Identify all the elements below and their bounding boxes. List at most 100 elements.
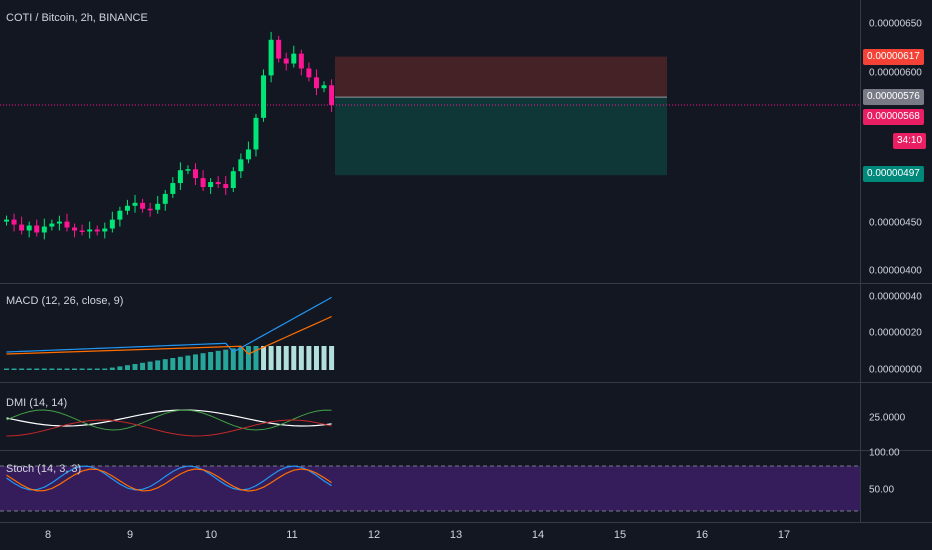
macd-histogram-bar — [64, 368, 70, 370]
candle — [313, 77, 319, 89]
candle — [185, 169, 191, 171]
candle — [238, 159, 244, 172]
candle — [245, 149, 251, 160]
candle — [155, 203, 161, 210]
time-tick: 9 — [126, 529, 134, 541]
macd-histogram-bar — [276, 346, 282, 370]
candle — [19, 224, 25, 231]
candle — [306, 68, 312, 78]
last-price-tag: 0.00000568 — [863, 109, 924, 125]
candle — [298, 53, 304, 69]
price-axis[interactable]: 0.00000650 0.00000600 0.00000450 0.00000… — [860, 0, 932, 522]
candle — [261, 75, 267, 118]
time-axis[interactable]: 8 9 10 11 12 13 14 15 16 17 — [0, 522, 932, 550]
di-minus-line — [6, 419, 332, 437]
stoch-title: Stoch (14, 3, 3) — [6, 463, 82, 475]
macd-histogram-bar — [11, 368, 17, 370]
macd-histogram-bar — [140, 362, 146, 370]
candle — [329, 85, 335, 106]
stop-loss-zone — [335, 56, 667, 98]
pane-divider[interactable] — [0, 450, 932, 451]
macd-histogram-bar — [34, 368, 40, 370]
candle — [11, 219, 17, 225]
macd-histogram-bar — [215, 350, 221, 370]
pane-divider[interactable] — [0, 382, 932, 383]
candle — [147, 208, 153, 211]
macd-histogram-bar — [132, 364, 138, 370]
time-tick: 13 — [449, 529, 463, 541]
candle — [208, 182, 214, 188]
macd-histogram-bar — [291, 346, 297, 370]
macd-histogram-bar — [313, 346, 319, 370]
candle — [193, 169, 198, 179]
macd-histogram-bar — [109, 367, 115, 370]
macd-histogram-bar — [177, 356, 183, 370]
candle — [200, 178, 206, 188]
dmi-title: DMI (14, 14) — [6, 397, 68, 409]
candle — [87, 229, 93, 232]
macd-histogram-bar — [306, 346, 312, 370]
macd-histogram-bar — [102, 368, 108, 370]
candle — [34, 225, 40, 233]
macd-histogram-bar — [79, 368, 85, 370]
candle — [140, 202, 146, 209]
di-plus-line — [6, 409, 332, 431]
macd-histogram-bar — [298, 346, 304, 370]
macd-histogram-bar — [329, 346, 335, 370]
pane-divider[interactable] — [0, 283, 932, 284]
price-tick: 0.00000400 — [869, 265, 922, 277]
chart-area[interactable]: COTI / Bitcoin, 2h, BINANCE MACD (12, 26… — [0, 0, 860, 522]
take-profit-zone — [335, 97, 667, 176]
macd-histogram-bar — [261, 346, 267, 370]
macd-histogram-bar — [200, 353, 206, 370]
time-tick: 10 — [204, 529, 218, 541]
stoch-k-line — [6, 465, 332, 491]
macd-tick: 0.00000020 — [869, 327, 922, 339]
macd-histogram-bar — [223, 349, 229, 370]
candle — [109, 219, 115, 229]
macd-histogram-bar — [117, 366, 123, 370]
stoch-d-line — [6, 468, 332, 492]
time-tick: 12 — [367, 529, 381, 541]
stoch-tick: 100.00 — [869, 447, 900, 459]
candle — [124, 205, 130, 211]
candle — [215, 182, 221, 185]
stop-loss-tag: 0.00000617 — [863, 49, 924, 65]
candle — [4, 219, 9, 222]
time-tick: 15 — [613, 529, 627, 541]
price-tick: 0.00000650 — [869, 18, 922, 30]
candle — [177, 170, 183, 184]
candle — [268, 39, 274, 76]
entry-price-tag: 0.00000576 — [863, 89, 924, 105]
candle — [170, 183, 176, 194]
candle — [79, 230, 85, 232]
macd-histogram-bar — [253, 346, 259, 370]
macd-histogram-bar — [162, 359, 168, 370]
candle — [64, 221, 70, 228]
candle — [276, 39, 282, 59]
macd-histogram-bar — [268, 346, 274, 370]
macd-histogram-bar — [147, 361, 153, 370]
bar-countdown: 34:10 — [893, 133, 927, 149]
macd-histogram-bar — [230, 348, 236, 370]
macd-histogram-bar — [193, 354, 198, 370]
candle — [321, 85, 327, 89]
macd-histogram-bar — [208, 352, 214, 370]
candle — [117, 210, 123, 220]
candle — [72, 227, 78, 231]
macd-histogram-bar — [124, 365, 130, 370]
price-chart[interactable] — [0, 0, 860, 522]
candle — [283, 58, 289, 64]
candle — [56, 221, 62, 224]
macd-histogram-bar — [170, 358, 176, 370]
price-tick: 0.00000450 — [869, 217, 922, 229]
candle — [94, 229, 100, 232]
candle — [26, 225, 32, 231]
macd-title: MACD (12, 26, close, 9) — [6, 295, 124, 307]
macd-tick: 0.00000040 — [869, 291, 922, 303]
candle — [41, 226, 47, 233]
macd-histogram-bar — [72, 368, 78, 370]
candle — [102, 228, 108, 232]
candle — [253, 117, 259, 150]
dmi-tick: 25.0000 — [869, 412, 906, 424]
